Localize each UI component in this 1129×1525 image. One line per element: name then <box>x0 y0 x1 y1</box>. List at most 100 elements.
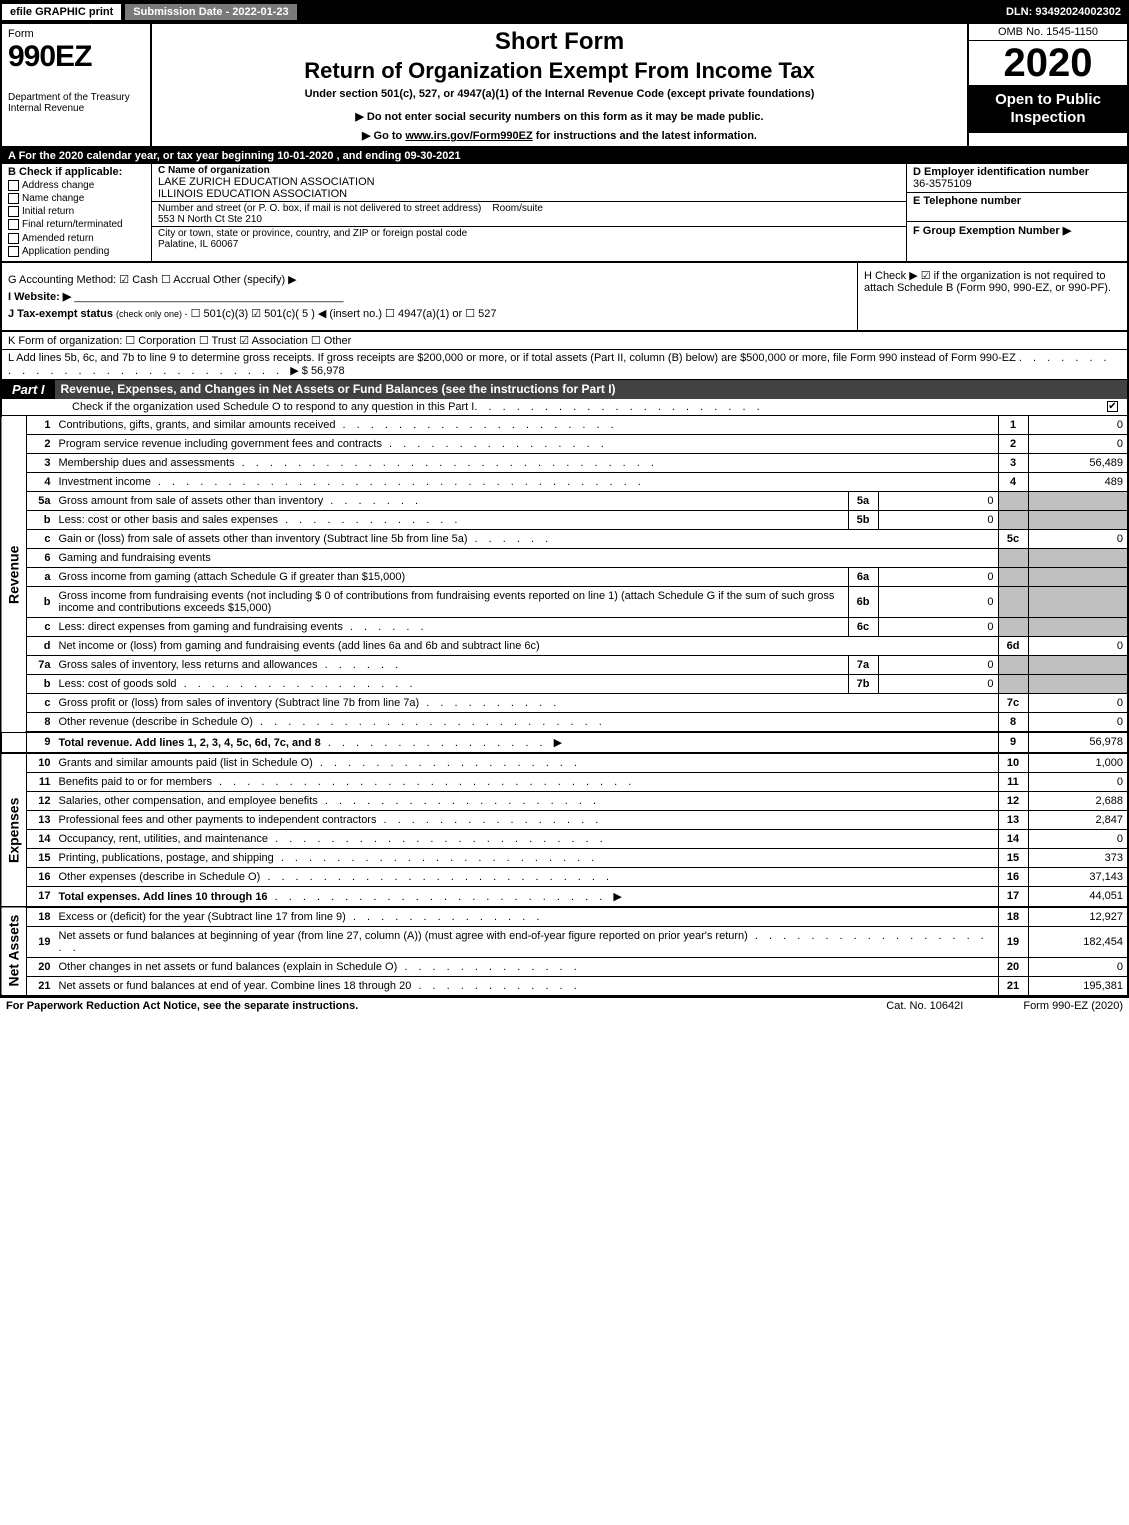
cb-name-change[interactable]: Name change <box>8 193 145 204</box>
expenses-label: Expenses <box>1 753 27 907</box>
form-header: Form 990EZ Department of the Treasury In… <box>0 24 1129 148</box>
d-label: D Employer identification number <box>913 166 1089 178</box>
e-label: E Telephone number <box>913 195 1021 207</box>
city-label: City or town, state or province, country… <box>158 228 467 239</box>
header-left: Form 990EZ Department of the Treasury In… <box>2 24 152 146</box>
l-pre: L Add lines 5b, 6c, and 7b to line 9 to … <box>8 352 1016 364</box>
paperwork-notice: For Paperwork Reduction Act Notice, see … <box>6 1000 358 1012</box>
org-name-row: C Name of organization LAKE ZURICH EDUCA… <box>152 164 906 202</box>
d-val: 36-3575109 <box>913 178 972 190</box>
row-l17: 17 Total expenses. Add lines 10 through … <box>1 886 1128 907</box>
row-l6c: c Less: direct expenses from gaming and … <box>1 617 1128 636</box>
row-l7c: c Gross profit or (loss) from sales of i… <box>1 693 1128 712</box>
row-l16: 16 Other expenses (describe in Schedule … <box>1 867 1128 886</box>
part1-label: Part I <box>2 380 55 399</box>
row-l19: 19 Net assets or fund balances at beginn… <box>1 926 1128 957</box>
irs-link[interactable]: www.irs.gov/Form990EZ <box>405 130 532 142</box>
col-b-title: B Check if applicable: <box>8 166 122 178</box>
row-l7a: 7a Gross sales of inventory, less return… <box>1 655 1128 674</box>
row-l8: 8 Other revenue (describe in Schedule O)… <box>1 712 1128 732</box>
goto-post: for instructions and the latest informat… <box>533 130 757 142</box>
j-line: J Tax-exempt status (check only one) - ☐… <box>8 307 851 320</box>
revenue-label: Revenue <box>1 416 27 732</box>
g-line: G Accounting Method: ☑ Cash ☐ Accrual Ot… <box>8 273 851 286</box>
part1-title: Revenue, Expenses, and Changes in Net As… <box>55 380 1127 399</box>
org-name-1: LAKE ZURICH EDUCATION ASSOCIATION <box>158 176 375 188</box>
l-line: L Add lines 5b, 6c, and 7b to line 9 to … <box>0 350 1129 380</box>
col-def: D Employer identification number 36-3575… <box>907 164 1127 261</box>
k-line: K Form of organization: ☐ Corporation ☐ … <box>0 332 1129 350</box>
f-label: F Group Exemption Number ▶ <box>913 225 1071 237</box>
short-form-title: Short Form <box>156 28 963 56</box>
row-l6d: d Net income or (loss) from gaming and f… <box>1 636 1128 655</box>
org-name-2: ILLINOIS EDUCATION ASSOCIATION <box>158 188 347 200</box>
under-section: Under section 501(c), 527, or 4947(a)(1)… <box>156 88 963 100</box>
row-l6: 6 Gaming and fundraising events <box>1 548 1128 567</box>
submission-date: Submission Date - 2022-01-23 <box>123 2 298 22</box>
net-assets-label: Net Assets <box>1 907 27 996</box>
row-l1: Revenue 1 Contributions, gifts, grants, … <box>1 416 1128 435</box>
part1-header: Part I Revenue, Expenses, and Changes in… <box>0 380 1129 399</box>
department-label: Department of the Treasury Internal Reve… <box>8 92 144 114</box>
group-exemption-row: F Group Exemption Number ▶ <box>907 222 1127 251</box>
phone-row: E Telephone number <box>907 193 1127 222</box>
row-l10: Expenses 10 Grants and similar amounts p… <box>1 753 1128 773</box>
col-b: B Check if applicable: Address change Na… <box>2 164 152 261</box>
row-l21: 21 Net assets or fund balances at end of… <box>1 976 1128 995</box>
tax-year: 2020 <box>969 41 1127 85</box>
info-block: B Check if applicable: Address change Na… <box>0 164 1129 263</box>
cb-final-return[interactable]: Final return/terminated <box>8 219 145 230</box>
street-label: Number and street (or P. O. box, if mail… <box>158 203 481 214</box>
schedule-o-checkbox[interactable] <box>1107 401 1118 412</box>
row-l14: 14 Occupancy, rent, utilities, and maint… <box>1 829 1128 848</box>
row-l5c: c Gain or (loss) from sale of assets oth… <box>1 529 1128 548</box>
form-word: Form <box>8 28 144 40</box>
j-rest: ☐ 501(c)(3) ☑ 501(c)( 5 ) ◀ (insert no.)… <box>191 308 497 320</box>
city-val: Palatine, IL 60067 <box>158 239 238 250</box>
header-right: OMB No. 1545-1150 2020 Open to Public In… <box>967 24 1127 146</box>
row-l5b: b Less: cost or other basis and sales ex… <box>1 510 1128 529</box>
return-title: Return of Organization Exempt From Incom… <box>156 58 963 84</box>
row-l12: 12 Salaries, other compensation, and emp… <box>1 791 1128 810</box>
h-box: H Check ▶ ☑ if the organization is not r… <box>857 263 1127 330</box>
j-pre: J Tax-exempt status <box>8 308 116 320</box>
goto-pre: ▶ Go to <box>362 130 405 142</box>
row-l18: Net Assets 18 Excess or (deficit) for th… <box>1 907 1128 927</box>
row-l6b: b Gross income from fundraising events (… <box>1 586 1128 617</box>
top-bar: efile GRAPHIC print Submission Date - 20… <box>0 0 1129 24</box>
room-label: Room/suite <box>492 203 543 214</box>
footer: For Paperwork Reduction Act Notice, see … <box>0 996 1129 1014</box>
cb-initial-return[interactable]: Initial return <box>8 206 145 217</box>
row-l7b: b Less: cost of goods sold . . . . . . .… <box>1 674 1128 693</box>
cb-application-pending[interactable]: Application pending <box>8 246 145 257</box>
cb-address-change[interactable]: Address change <box>8 180 145 191</box>
omb-number: OMB No. 1545-1150 <box>969 24 1127 41</box>
open-public: Open to Public Inspection <box>969 85 1127 133</box>
line-a: A For the 2020 calendar year, or tax yea… <box>0 148 1129 164</box>
header-center: Short Form Return of Organization Exempt… <box>152 24 967 146</box>
city-row: City or town, state or province, country… <box>152 227 906 251</box>
efile-label[interactable]: efile GRAPHIC print <box>0 2 123 22</box>
cb-amended-return[interactable]: Amended return <box>8 233 145 244</box>
row-l9: 9 Total revenue. Add lines 1, 2, 3, 4, 5… <box>1 732 1128 753</box>
name-label: C Name of organization <box>158 165 270 176</box>
part1-table: Revenue 1 Contributions, gifts, grants, … <box>0 416 1129 996</box>
row-l3: 3 Membership dues and assessments . . . … <box>1 453 1128 472</box>
i-line: I Website: ▶ ___________________________… <box>8 290 851 303</box>
cat-no: Cat. No. 10642I <box>886 1000 963 1012</box>
ghij-left: G Accounting Method: ☑ Cash ☐ Accrual Ot… <box>2 263 857 330</box>
l-val: ▶ $ 56,978 <box>290 365 344 377</box>
row-l2: 2 Program service revenue including gove… <box>1 434 1128 453</box>
ghij-block: G Accounting Method: ☑ Cash ☐ Accrual Ot… <box>0 263 1129 332</box>
row-l6a: a Gross income from gaming (attach Sched… <box>1 567 1128 586</box>
form-code: 990EZ <box>8 40 144 74</box>
j-small: (check only one) - <box>116 309 188 319</box>
row-l4: 4 Investment income . . . . . . . . . . … <box>1 472 1128 491</box>
form-ref: Form 990-EZ (2020) <box>1023 1000 1123 1012</box>
donot-enter: ▶ Do not enter social security numbers o… <box>156 110 963 123</box>
row-l11: 11 Benefits paid to or for members . . .… <box>1 772 1128 791</box>
row-l15: 15 Printing, publications, postage, and … <box>1 848 1128 867</box>
ein-row: D Employer identification number 36-3575… <box>907 164 1127 193</box>
street-val: 553 N North Ct Ste 210 <box>158 214 262 225</box>
street-row: Number and street (or P. O. box, if mail… <box>152 202 906 227</box>
